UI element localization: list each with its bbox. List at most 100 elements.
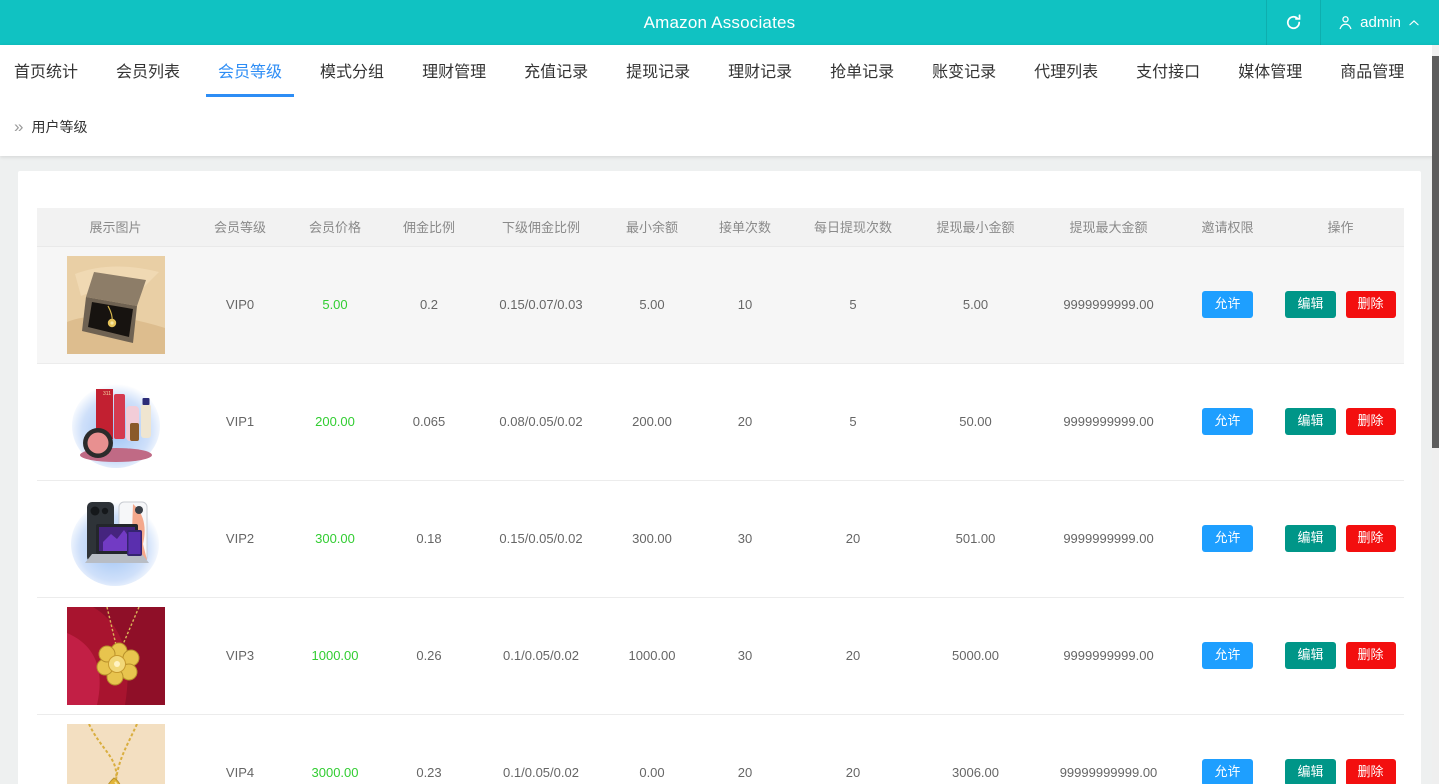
order-count: 20 <box>696 714 794 784</box>
page-body: 展示图片 会员等级 会员价格 佣金比例 下级佣金比例 最小余额 接单次数 每日提… <box>0 156 1439 784</box>
delete-button[interactable]: 删除 <box>1345 642 1396 669</box>
tab-member-level[interactable]: 会员等级 <box>206 45 295 97</box>
member-level: VIP3 <box>194 597 286 715</box>
daily-withdraw-count: 5 <box>794 363 912 481</box>
tab-mode-group[interactable]: 模式分组 <box>320 63 385 81</box>
tab-balance-change-records[interactable]: 账变记录 <box>932 63 997 81</box>
daily-withdraw-count: 20 <box>794 480 912 598</box>
min-balance: 5.00 <box>608 246 696 364</box>
member-level: VIP4 <box>194 714 286 784</box>
delete-button[interactable]: 删除 <box>1345 759 1396 784</box>
refresh-button[interactable] <box>1267 0 1320 45</box>
edit-button[interactable]: 编辑 <box>1285 291 1336 318</box>
allow-button[interactable]: 允许 <box>1202 759 1253 784</box>
header-divider <box>1320 0 1322 45</box>
withdraw-max: 9999999999.00 <box>1039 363 1178 481</box>
tab-payment-gateway[interactable]: 支付接口 <box>1136 63 1201 81</box>
col-actions: 操作 <box>1277 208 1404 247</box>
withdraw-min: 5000.00 <box>912 597 1039 715</box>
product-image-gold-pendant-gift-box <box>66 255 165 354</box>
delete-button[interactable]: 删除 <box>1345 525 1396 552</box>
col-image: 展示图片 <box>37 208 194 247</box>
vertical-scrollbar[interactable] <box>1432 45 1439 784</box>
member-level: VIP1 <box>194 363 286 481</box>
allow-button[interactable]: 允许 <box>1202 525 1253 552</box>
sub-commission-rate: 0.15/0.05/0.02 <box>474 480 608 598</box>
product-image-cosmetics-set: 311 <box>66 372 165 471</box>
allow-button[interactable]: 允许 <box>1202 408 1253 435</box>
tab-withdraw-records[interactable]: 提现记录 <box>626 63 691 81</box>
order-count: 10 <box>696 246 794 364</box>
header-divider <box>1266 0 1268 45</box>
tab-order-grab-records[interactable]: 抢单记录 <box>830 63 895 81</box>
product-image-gold-necklace <box>66 723 165 784</box>
order-count: 30 <box>696 480 794 598</box>
col-commission: 佣金比例 <box>384 208 474 247</box>
min-balance: 200.00 <box>608 363 696 481</box>
col-withdraw-min: 提现最小金额 <box>912 208 1039 247</box>
col-price: 会员价格 <box>286 208 384 247</box>
commission-rate: 0.23 <box>384 714 474 784</box>
delete-button[interactable]: 删除 <box>1345 408 1396 435</box>
tab-member-list[interactable]: 会员列表 <box>116 63 181 81</box>
tab-finance-manage[interactable]: 理财管理 <box>422 63 487 81</box>
chevron-up-icon <box>1407 16 1421 30</box>
table-row-vip2: VIP2 300.00 0.18 0.15/0.05/0.02 300.00 3… <box>37 480 1404 598</box>
table-row-vip0: VIP0 5.00 0.2 0.15/0.07/0.03 5.00 10 5 5… <box>37 246 1404 364</box>
withdraw-max: 9999999999.00 <box>1039 480 1178 598</box>
member-price: 200.00 <box>286 363 384 481</box>
commission-rate: 0.18 <box>384 480 474 598</box>
svg-text:311: 311 <box>103 391 111 397</box>
withdraw-max: 99999999999.00 <box>1039 714 1178 784</box>
tab-recharge-records[interactable]: 充值记录 <box>524 63 589 81</box>
col-daily-withdraw-count: 每日提现次数 <box>794 208 912 247</box>
scrollbar-thumb[interactable] <box>1432 56 1439 448</box>
refresh-icon <box>1284 13 1303 32</box>
commission-rate: 0.2 <box>384 246 474 364</box>
order-count: 30 <box>696 597 794 715</box>
member-level-table: 展示图片 会员等级 会员价格 佣金比例 下级佣金比例 最小余额 接单次数 每日提… <box>37 208 1404 784</box>
min-balance: 0.00 <box>608 714 696 784</box>
allow-button[interactable]: 允许 <box>1202 291 1253 318</box>
app-title: Amazon Associates <box>643 12 796 32</box>
col-level: 会员等级 <box>194 208 286 247</box>
edit-button[interactable]: 编辑 <box>1285 525 1336 552</box>
col-order-count: 接单次数 <box>696 208 794 247</box>
edit-button[interactable]: 编辑 <box>1285 408 1336 435</box>
withdraw-min: 3006.00 <box>912 714 1039 784</box>
header-actions: admin <box>1266 0 1439 45</box>
table-row-vip4: VIP4 3000.00 0.23 0.1/0.05/0.02 0.00 20 … <box>37 714 1404 784</box>
member-price: 300.00 <box>286 480 384 598</box>
person-icon <box>1337 14 1354 31</box>
edit-button[interactable]: 编辑 <box>1285 759 1336 784</box>
table-row-vip3: VIP3 1000.00 0.26 0.1/0.05/0.02 1000.00 … <box>37 597 1404 715</box>
username: admin <box>1360 14 1401 31</box>
tab-agent-list[interactable]: 代理列表 <box>1034 63 1099 81</box>
withdraw-min: 5.00 <box>912 246 1039 364</box>
product-image-electronics-set <box>66 489 165 588</box>
sub-commission-rate: 0.1/0.05/0.02 <box>474 714 608 784</box>
col-min-balance: 最小余额 <box>608 208 696 247</box>
order-count: 20 <box>696 363 794 481</box>
user-menu[interactable]: admin <box>1321 0 1439 45</box>
tab-finance-records[interactable]: 理财记录 <box>728 63 793 81</box>
sub-commission-rate: 0.1/0.05/0.02 <box>474 597 608 715</box>
withdraw-min: 50.00 <box>912 363 1039 481</box>
allow-button[interactable]: 允许 <box>1202 642 1253 669</box>
nav-tabs: 首页统计 会员列表 会员等级 模式分组 理财管理 充值记录 提现记录 理财记录 … <box>0 45 1439 97</box>
withdraw-max: 9999999999.00 <box>1039 597 1178 715</box>
tab-home-stats[interactable]: 首页统计 <box>14 63 79 81</box>
table-row-vip1: 311 VIP1 200.00 0.065 0.08/0.05/0.02 200… <box>37 363 1404 481</box>
commission-rate: 0.26 <box>384 597 474 715</box>
withdraw-min: 501.00 <box>912 480 1039 598</box>
member-price: 1000.00 <box>286 597 384 715</box>
page-title: 用户等级 <box>31 118 88 135</box>
member-level: VIP0 <box>194 246 286 364</box>
member-price: 3000.00 <box>286 714 384 784</box>
delete-button[interactable]: 删除 <box>1345 291 1396 318</box>
edit-button[interactable]: 编辑 <box>1285 642 1336 669</box>
member-level: VIP2 <box>194 480 286 598</box>
min-balance: 1000.00 <box>608 597 696 715</box>
tab-product-manage[interactable]: 商品管理 <box>1340 63 1405 81</box>
tab-media-manage[interactable]: 媒体管理 <box>1238 63 1303 81</box>
